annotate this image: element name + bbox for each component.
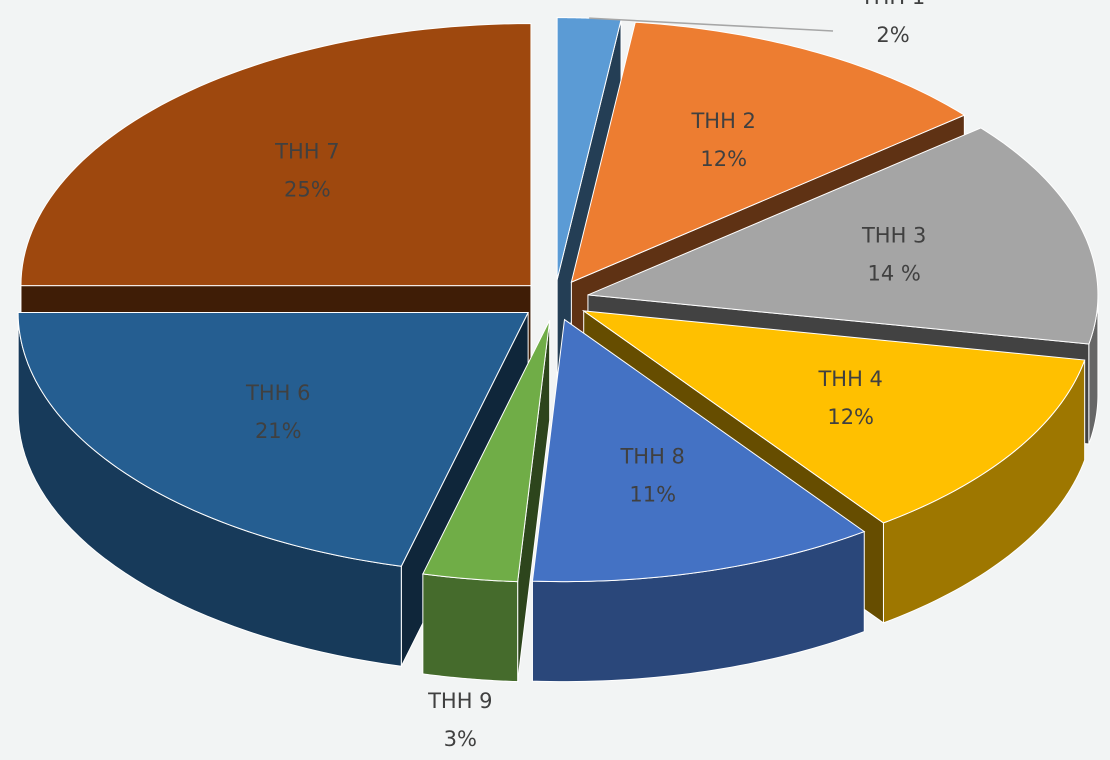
slice-label: THH 9 [427,689,492,713]
slice-value-label: 11% [629,483,676,507]
slice-top [17,312,529,567]
slice-label: THH 2 [690,109,755,133]
slice-label: THH 3 [861,224,926,248]
slice-label: THH 7 [274,140,339,164]
slice-wall [422,573,519,683]
slice-value-label: 14 % [868,262,921,286]
slice-value-label: 25% [284,178,331,202]
slice-label: THH 6 [245,381,310,405]
slice-value-label: 21% [255,419,302,443]
slice-top [531,318,866,583]
slice-top [587,127,1099,345]
slice-value-label: 3% [444,727,477,751]
slice-top [570,21,966,283]
slice [531,318,866,683]
slice [422,319,551,683]
slice-value-label: 12% [700,147,747,171]
slice-top [20,23,532,287]
slice-top [422,319,551,583]
slice-label: THH 8 [619,445,684,469]
slice-top [581,310,1086,524]
leader-line [589,17,834,32]
slice-value-label: 12% [827,405,874,429]
slice-value-label: 2% [876,23,909,47]
slice-label: THH 4 [817,367,882,391]
slice-label: THH 1 [860,0,925,9]
